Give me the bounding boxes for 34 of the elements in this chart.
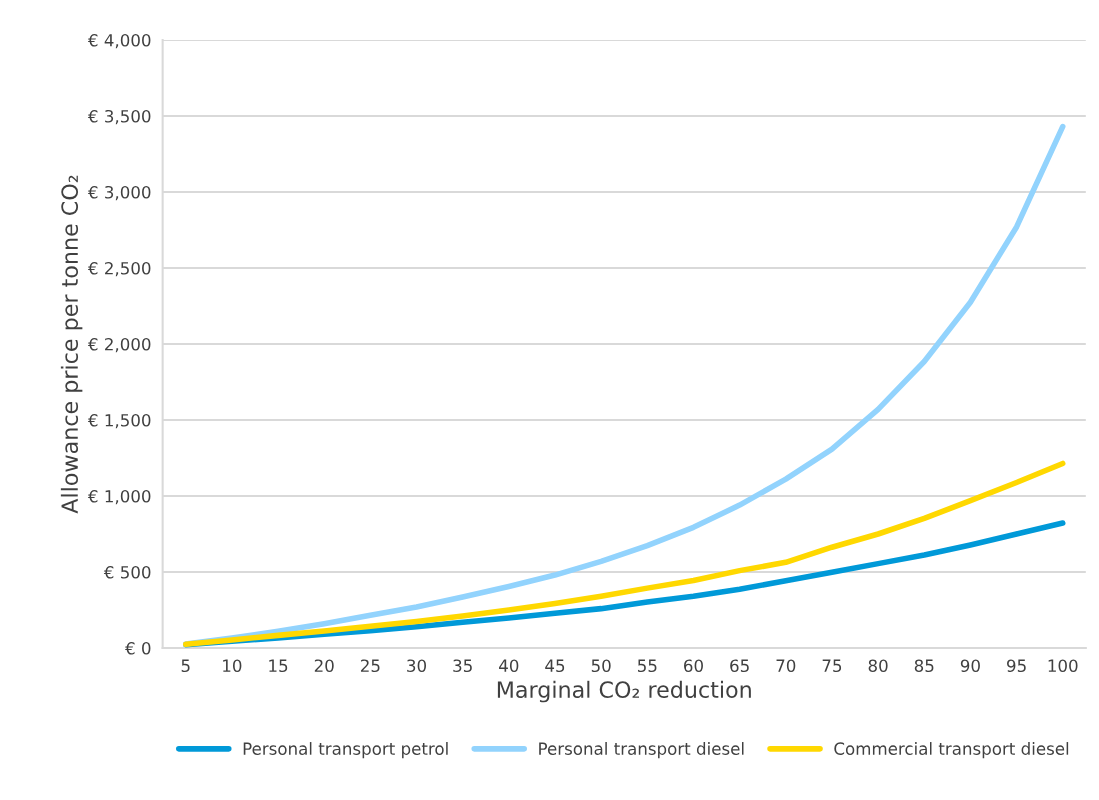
x-tick-label: 30 [407, 659, 427, 673]
y-tick-label: € 500 [103, 565, 151, 579]
y-tick-label: € 4,000 [87, 33, 151, 49]
x-tick-label: 65 [730, 659, 749, 673]
x-tick-label: 35 [453, 659, 472, 673]
legend-label: Commercial transport diesel [834, 742, 1069, 759]
y-tick-label: € 1,500 [87, 413, 151, 429]
x-tick-label: 85 [914, 659, 934, 673]
legend-label: Personal transport petrol [243, 742, 448, 759]
y-tick-label: € 2,500 [87, 261, 151, 277]
x-tick-label: 15 [269, 659, 288, 673]
x-tick-label: 90 [960, 659, 980, 673]
x-tick-label: 50 [591, 659, 611, 673]
x-tick-label: 95 [1007, 659, 1026, 673]
legend-label: Personal transport diesel [539, 742, 744, 759]
y-tick-label: € 0 [125, 641, 151, 655]
y-axis-title: Allowance price per tonne CO₂ [60, 175, 83, 514]
y-tick-label: € 2,000 [87, 337, 151, 353]
x-tick-label: 55 [637, 659, 657, 673]
y-tick-label: € 3,500 [87, 109, 151, 125]
x-tick-label: 25 [360, 659, 380, 673]
x-tick-label: 60 [684, 659, 703, 673]
x-tick-label: 10 [223, 659, 242, 673]
x-tick-label: 70 [776, 659, 796, 673]
y-tick-label: € 1,000 [87, 489, 151, 505]
x-tick-label: 20 [314, 659, 334, 673]
x-tick-label: 75 [822, 659, 842, 673]
x-axis-title: Marginal CO₂ reduction [497, 680, 751, 703]
x-tick-label: 100 [1048, 659, 1078, 673]
x-tick-label: 5 [181, 659, 190, 673]
x-tick-label: 40 [499, 659, 519, 673]
y-tick-label: € 3,000 [87, 185, 151, 201]
x-tick-label: 80 [868, 659, 888, 673]
x-tick-label: 45 [545, 659, 565, 673]
